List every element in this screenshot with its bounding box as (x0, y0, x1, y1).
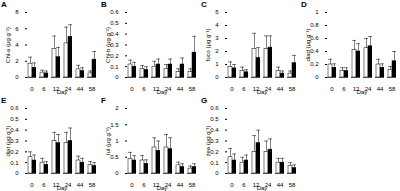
svg-text:44: 44 (277, 182, 284, 188)
svg-text:6: 6 (42, 86, 46, 92)
svg-text:Chl-a (μg g⁻¹): Chl-a (μg g⁻¹) (5, 27, 11, 63)
svg-text:0.2: 0.2 (210, 149, 219, 155)
svg-text:0.1: 0.1 (10, 160, 19, 166)
svg-text:4: 4 (215, 22, 219, 28)
svg-text:0.4: 0.4 (210, 127, 219, 133)
svg-text:44: 44 (377, 86, 384, 92)
svg-text:2: 2 (215, 48, 219, 54)
svg-text:0: 0 (15, 170, 19, 176)
svg-text:0: 0 (115, 170, 119, 176)
svg-text:6: 6 (15, 26, 19, 32)
html-text:C: C (201, 0, 207, 9)
svg-text:Day: Day (257, 185, 268, 191)
svg-text:58: 58 (289, 182, 296, 188)
svg-text:2: 2 (15, 58, 19, 64)
svg-text:44: 44 (177, 182, 184, 188)
svg-text:Day: Day (57, 89, 68, 95)
svg-text:44: 44 (277, 86, 284, 92)
svg-text:0: 0 (330, 86, 334, 92)
svg-text:0: 0 (115, 74, 119, 80)
svg-text:0.3: 0.3 (10, 138, 19, 144)
svg-text:0.6: 0.6 (210, 105, 219, 111)
svg-text:4: 4 (15, 42, 19, 48)
svg-text:0.4: 0.4 (10, 127, 19, 133)
svg-text:0.1: 0.1 (110, 64, 119, 70)
svg-text:44: 44 (177, 86, 184, 92)
html-text:B: B (101, 0, 107, 9)
svg-text:0: 0 (215, 170, 219, 176)
svg-text:0.5: 0.5 (10, 116, 19, 122)
svg-text:0.6: 0.6 (110, 9, 119, 15)
svg-text:8: 8 (15, 9, 19, 15)
svg-text:24: 24 (264, 181, 272, 188)
svg-text:1: 1 (315, 9, 319, 15)
svg-text:0: 0 (30, 86, 34, 92)
html-text:A: A (1, 0, 7, 9)
svg-text:0: 0 (15, 74, 19, 80)
svg-text:58: 58 (89, 86, 96, 92)
svg-text:2: 2 (115, 105, 119, 111)
svg-text:24: 24 (164, 85, 172, 92)
svg-text:6: 6 (42, 182, 46, 188)
svg-text:24: 24 (64, 85, 72, 92)
svg-text:fuco (μg g⁻¹): fuco (μg g⁻¹) (205, 29, 211, 62)
svg-text:24: 24 (164, 181, 172, 188)
svg-text:zea (μg g⁻¹): zea (μg g⁻¹) (205, 125, 211, 156)
svg-text:1: 1 (115, 138, 119, 144)
svg-text:0.3: 0.3 (110, 42, 119, 48)
svg-text:58: 58 (189, 86, 196, 92)
svg-text:6: 6 (242, 86, 246, 92)
svg-text:24: 24 (264, 85, 272, 92)
html-text:F: F (101, 96, 106, 105)
svg-text:24: 24 (64, 181, 72, 188)
svg-text:0.5: 0.5 (210, 116, 219, 122)
svg-text:0.5: 0.5 (110, 20, 119, 26)
svg-text:44: 44 (77, 182, 84, 188)
svg-text:58: 58 (189, 182, 196, 188)
svg-text:24: 24 (364, 85, 372, 92)
svg-text:0.6: 0.6 (10, 105, 19, 111)
svg-text:0.4: 0.4 (110, 31, 119, 37)
svg-text:58: 58 (289, 86, 296, 92)
svg-text:0.8: 0.8 (310, 22, 319, 28)
svg-text:0.4: 0.4 (310, 48, 319, 54)
svg-text:58: 58 (389, 86, 396, 92)
svg-text:0: 0 (215, 74, 219, 80)
html-text:G: G (201, 96, 208, 105)
svg-text:58: 58 (89, 182, 96, 188)
svg-text:0: 0 (230, 86, 234, 92)
svg-text:0: 0 (30, 182, 34, 188)
svg-text:0.2: 0.2 (110, 53, 119, 59)
svg-text:lut (μg g⁻¹): lut (μg g⁻¹) (105, 127, 111, 155)
svg-text:0.2: 0.2 (310, 61, 319, 67)
svg-text:0: 0 (130, 86, 134, 92)
svg-text:6: 6 (142, 86, 146, 92)
svg-text:Day: Day (157, 89, 168, 95)
svg-text:diat (μg g⁻¹): diat (μg g⁻¹) (5, 125, 11, 156)
svg-text:Chl-b (μg g⁻¹): Chl-b (μg g⁻¹) (105, 27, 111, 63)
svg-text:0.3: 0.3 (210, 138, 219, 144)
svg-text:0.6: 0.6 (310, 35, 319, 41)
svg-text:Day: Day (57, 185, 68, 191)
svg-text:Day: Day (257, 89, 268, 95)
svg-text:0.5: 0.5 (110, 154, 119, 160)
svg-text:5: 5 (215, 9, 219, 15)
svg-text:0: 0 (315, 74, 319, 80)
svg-text:44: 44 (77, 86, 84, 92)
html-text:D: D (301, 0, 307, 9)
svg-text:6: 6 (342, 86, 346, 92)
svg-text:0.1: 0.1 (210, 160, 219, 166)
svg-text:0: 0 (230, 182, 234, 188)
svg-text:Day: Day (357, 89, 368, 95)
svg-text:1.5: 1.5 (110, 122, 119, 128)
svg-text:0: 0 (130, 182, 134, 188)
svg-text:diad (μg g⁻¹): diad (μg g⁻¹) (305, 29, 311, 62)
svg-text:0.2: 0.2 (10, 149, 19, 155)
svg-text:Day: Day (157, 185, 168, 191)
svg-text:6: 6 (142, 182, 146, 188)
svg-text:6: 6 (242, 182, 246, 188)
svg-text:3: 3 (215, 35, 219, 41)
svg-text:1: 1 (215, 61, 219, 67)
html-text:E: E (1, 96, 7, 105)
